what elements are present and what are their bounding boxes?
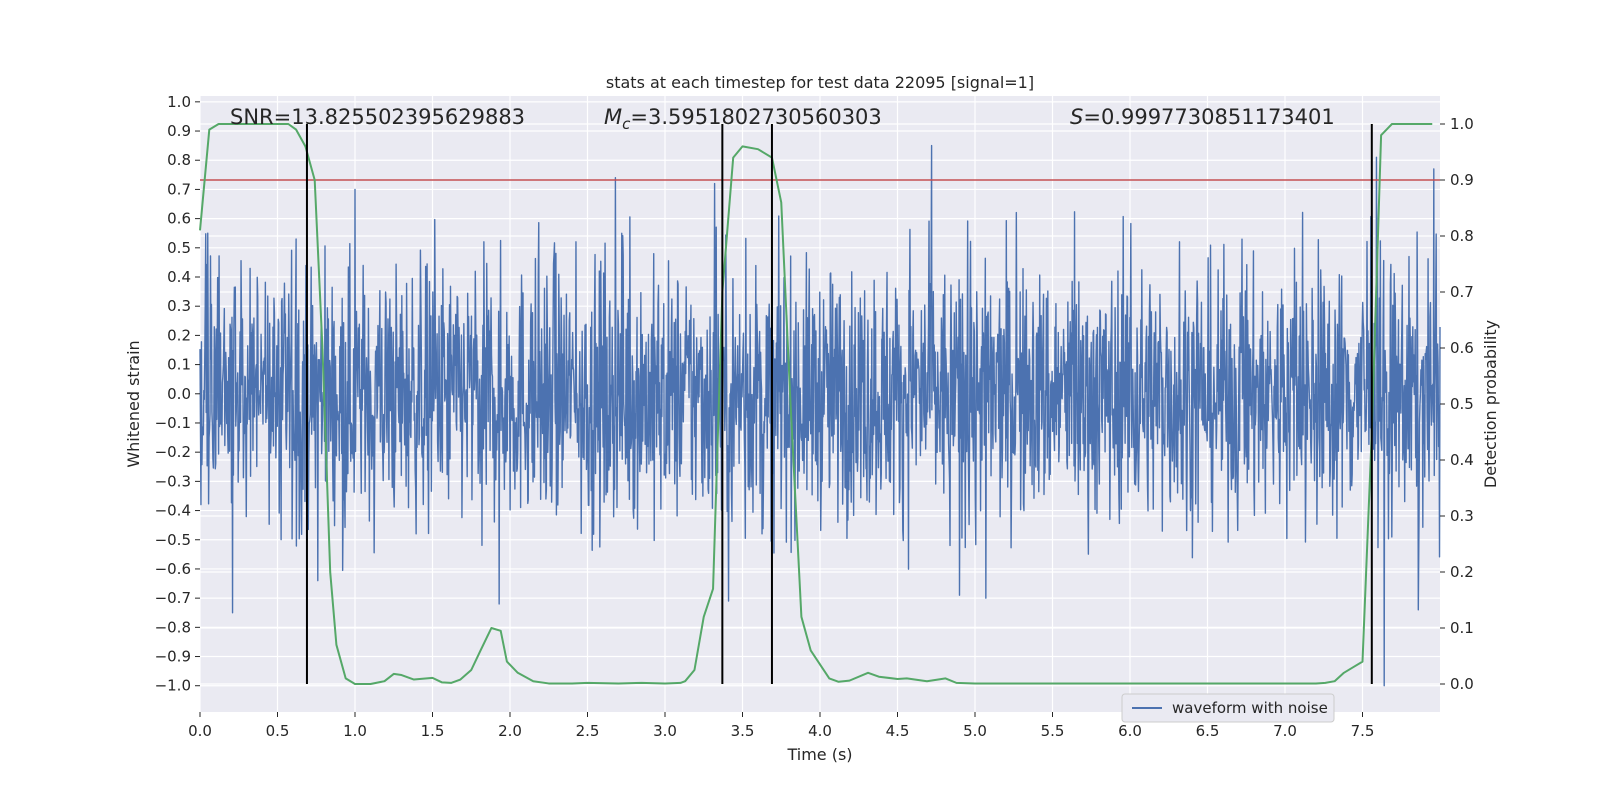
y-left-tick-label: −1.0	[155, 677, 191, 695]
y-right-tick-label: 0.5	[1450, 395, 1474, 413]
y-left-tick-label: −0.3	[155, 472, 191, 490]
y-left-tick-label: −0.4	[155, 502, 191, 520]
waveform-with-noise-series	[199, 144, 1441, 687]
x-tick-label: 7.5	[1351, 722, 1375, 740]
y-right-tick-label: 0.7	[1450, 283, 1474, 301]
y-right-tick-label: 0.1	[1450, 619, 1474, 637]
y-right-tick-label: 0.0	[1450, 675, 1474, 693]
x-tick-label: 4.0	[808, 722, 832, 740]
y-left-tick-label: −0.6	[155, 560, 191, 578]
y-left-tick-label: 0.9	[167, 122, 191, 140]
y-right-tick-label: 0.8	[1450, 227, 1474, 245]
x-tick-label: 6.0	[1118, 722, 1142, 740]
waveform-line	[199, 144, 1441, 687]
legend: waveform with noise	[1121, 693, 1335, 723]
chirp-mass-subscript: c	[622, 115, 631, 133]
y-right-tick-label: 0.6	[1450, 339, 1474, 357]
y-left-tick-label: 0.0	[167, 385, 191, 403]
x-tick-label: 7.0	[1273, 722, 1297, 740]
chirp-mass-value: =3.5951802730560303	[630, 105, 881, 129]
x-tick-label: 0.5	[266, 722, 290, 740]
y-left-tick-label: −0.2	[155, 443, 191, 461]
y-left-tick-label: 0.2	[167, 326, 191, 344]
y-left-tick-label: 0.3	[167, 297, 191, 315]
y-left-tick-label: 0.8	[167, 151, 191, 169]
legend-label: waveform with noise	[1172, 699, 1328, 717]
y-right-tick-label: 0.2	[1450, 563, 1474, 581]
y-left-tick-label: 1.0	[167, 93, 191, 111]
y-right-tick-label: 0.4	[1450, 451, 1474, 469]
y-right-tick-label: 0.9	[1450, 171, 1474, 189]
chirp-mass-annotation: Mc=3.5951802730560303	[604, 105, 882, 133]
x-tick-label: 2.5	[576, 722, 600, 740]
significance-value: =0.9997730851173401	[1083, 105, 1334, 129]
detection-probability-line	[199, 123, 1433, 685]
y-axis-left-label: Whitened strain	[124, 340, 143, 467]
y-axis-right-label: Detection probability	[1481, 320, 1500, 488]
significance-annotation: S=0.9997730851173401	[1070, 105, 1335, 129]
x-tick-label: 6.5	[1196, 722, 1220, 740]
snr-annotation: SNR=13.825502395629883	[230, 105, 525, 129]
y-left-tick-label: −0.8	[155, 618, 191, 636]
y-left-tick-label: 0.5	[167, 239, 191, 257]
overlays	[199, 123, 1440, 685]
x-tick-label: 2.0	[498, 722, 522, 740]
x-tick-label: 5.5	[1041, 722, 1065, 740]
x-tick-label: 1.5	[421, 722, 445, 740]
y-left-tick-label: −0.1	[155, 414, 191, 432]
x-tick-label: 3.5	[731, 722, 755, 740]
y-left-tick-label: 0.1	[167, 356, 191, 374]
y-left-tick-label: −0.5	[155, 531, 191, 549]
x-tick-label: 4.5	[886, 722, 910, 740]
chirp-mass-symbol: M	[604, 105, 622, 129]
y-right-tick-label: 0.3	[1450, 507, 1474, 525]
x-tick-label: 0.0	[188, 722, 212, 740]
y-left-tick-label: 0.6	[167, 210, 191, 228]
x-tick-label: 3.0	[653, 722, 677, 740]
axes: 0.0 0.5 1.0 1.5 2.0 2.5 3.0 3.5 4.0 4.5 5.0 5.5 6.0 6…	[155, 93, 1474, 740]
y-left-tick-label: −0.7	[155, 589, 191, 607]
chart-title: stats at each timestep for test data 220…	[606, 73, 1034, 92]
x-tick-label: 1.0	[343, 722, 367, 740]
y-right-tick-label: 1.0	[1450, 115, 1474, 133]
y-left-tick-label: −0.9	[155, 648, 191, 666]
y-left-tick-label: 0.4	[167, 268, 191, 286]
x-axis-label: Time (s)	[786, 745, 852, 764]
significance-symbol: S	[1070, 105, 1083, 129]
x-tick-label: 5.0	[963, 722, 987, 740]
y-left-tick-label: 0.7	[167, 180, 191, 198]
legend-box	[1121, 693, 1335, 723]
